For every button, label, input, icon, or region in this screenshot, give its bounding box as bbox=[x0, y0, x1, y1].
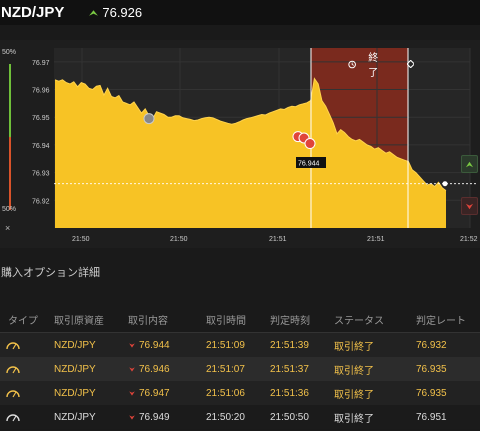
trade-list: NZD/JPY 76.944 21:51:09 21:51:39 取引終了 76… bbox=[0, 333, 480, 429]
y-tick-label: 76.93 bbox=[32, 171, 50, 178]
table-header: タイプ 取引原資産 取引内容 取引時間 判定時刻 ステータス 判定レート bbox=[0, 307, 480, 333]
row-time: 21:51:09 bbox=[206, 339, 245, 351]
x-tick-label: 21:51 bbox=[269, 236, 287, 243]
chart-canvas: 76.97 76.96 76.95 76.94 76.93 76.92 21:50 21:50… bbox=[9, 48, 478, 243]
price-chart: 76.97 76.96 76.95 76.94 76.93 76.92 21:50 21:50… bbox=[0, 40, 480, 248]
row-result: 76.951 bbox=[416, 411, 447, 423]
type-gauge-icon bbox=[0, 364, 52, 374]
current-price-dot bbox=[442, 181, 448, 187]
y-tick-label: 76.97 bbox=[32, 60, 50, 67]
row-status: 取引終了 bbox=[334, 365, 374, 377]
entry-marker bbox=[304, 138, 316, 150]
low-arrow-icon bbox=[129, 414, 135, 420]
row-time: 21:50:20 bbox=[206, 411, 245, 423]
row-time: 21:51:07 bbox=[206, 363, 245, 375]
price-area bbox=[55, 78, 446, 228]
row-asset: NZD/JPY bbox=[54, 363, 96, 375]
col-judge-time: 判定時刻 bbox=[270, 316, 310, 327]
section-title: 購入オプション詳細 bbox=[1, 267, 100, 279]
low-button[interactable] bbox=[461, 197, 478, 215]
arrow-up-icon bbox=[465, 161, 474, 167]
row-content: 76.944 bbox=[128, 340, 206, 351]
rate-tooltip-bg bbox=[296, 157, 326, 168]
row-rate: 76.944 bbox=[139, 339, 170, 351]
row-content: 76.947 bbox=[128, 388, 206, 399]
x-tick-label: 21:50 bbox=[170, 236, 188, 243]
round-end-text: 終了 bbox=[368, 53, 379, 79]
type-gauge-icon bbox=[0, 412, 52, 422]
table-row[interactable]: NZD/JPY 76.946 21:51:07 21:51:37 取引終了 76… bbox=[0, 357, 480, 381]
row-result: 76.932 bbox=[416, 339, 447, 351]
entry-marker-past bbox=[143, 113, 155, 125]
row-time: 21:51:06 bbox=[206, 387, 245, 399]
x-tick-label: 21:51 bbox=[367, 236, 385, 243]
table-row[interactable]: NZD/JPY 76.944 21:51:09 21:51:39 取引終了 76… bbox=[0, 333, 480, 357]
low-arrow-icon bbox=[129, 390, 135, 396]
y-tick-label: 76.92 bbox=[32, 198, 50, 205]
row-result: 76.935 bbox=[416, 363, 447, 375]
col-time: 取引時間 bbox=[206, 316, 246, 327]
col-status: ステータス bbox=[334, 316, 384, 327]
row-judge: 21:51:36 bbox=[270, 387, 309, 399]
price-up-icon bbox=[89, 10, 99, 16]
header-bar: NZD/JPY 76.926 bbox=[0, 0, 480, 25]
row-rate: 76.949 bbox=[139, 411, 170, 423]
gauge-bottom-label: 50% bbox=[2, 206, 17, 213]
row-asset: NZD/JPY bbox=[54, 387, 96, 399]
diamond-icon bbox=[406, 60, 414, 68]
arrow-down-icon bbox=[465, 203, 474, 209]
row-judge: 21:51:39 bbox=[270, 339, 309, 351]
type-gauge-icon bbox=[0, 340, 52, 350]
pair-title: NZD/JPY bbox=[1, 4, 65, 21]
gauge-top-label: 50% bbox=[2, 49, 17, 56]
row-content: 76.949 bbox=[128, 412, 206, 423]
y-tick-label: 76.94 bbox=[32, 143, 50, 150]
rate-tooltip-text: 76.944 bbox=[298, 161, 320, 168]
y-tick-label: 76.96 bbox=[32, 88, 50, 95]
row-judge: 21:51:37 bbox=[270, 363, 309, 375]
current-price: 76.926 bbox=[102, 5, 143, 20]
row-content: 76.946 bbox=[128, 364, 206, 375]
price-line bbox=[54, 77, 447, 192]
row-judge: 21:50:50 bbox=[270, 411, 309, 423]
table-row[interactable]: NZD/JPY 76.949 21:50:20 21:50:50 取引終了 76… bbox=[0, 405, 480, 429]
round-end-label: 終了 bbox=[348, 53, 414, 79]
col-type: タイプ bbox=[8, 316, 38, 327]
x-tick-label: 21:50 bbox=[72, 236, 90, 243]
timer-icon bbox=[348, 60, 356, 68]
row-status: 取引終了 bbox=[334, 389, 374, 401]
row-asset: NZD/JPY bbox=[54, 339, 96, 351]
row-status: 取引終了 bbox=[334, 341, 374, 353]
high-button[interactable] bbox=[461, 155, 478, 173]
x-tick-label: 21:52 bbox=[460, 236, 478, 243]
row-result: 76.935 bbox=[416, 387, 447, 399]
table-row[interactable]: NZD/JPY 76.947 21:51:06 21:51:36 取引終了 76… bbox=[0, 381, 480, 405]
gauge-close-icon[interactable]: × bbox=[5, 223, 11, 233]
low-arrow-icon bbox=[129, 366, 135, 372]
low-arrow-icon bbox=[129, 342, 135, 348]
col-content: 取引内容 bbox=[128, 316, 168, 327]
col-asset: 取引原資産 bbox=[54, 316, 104, 327]
row-asset: NZD/JPY bbox=[54, 411, 96, 423]
row-status: 取引終了 bbox=[334, 413, 374, 425]
row-rate: 76.946 bbox=[139, 363, 170, 375]
col-judge-rate: 判定レート bbox=[416, 316, 466, 327]
y-tick-label: 76.95 bbox=[32, 115, 50, 122]
gauge-up-bar bbox=[9, 64, 11, 137]
gauge-down-bar bbox=[9, 137, 11, 210]
type-gauge-icon bbox=[0, 388, 52, 398]
row-rate: 76.947 bbox=[139, 387, 170, 399]
